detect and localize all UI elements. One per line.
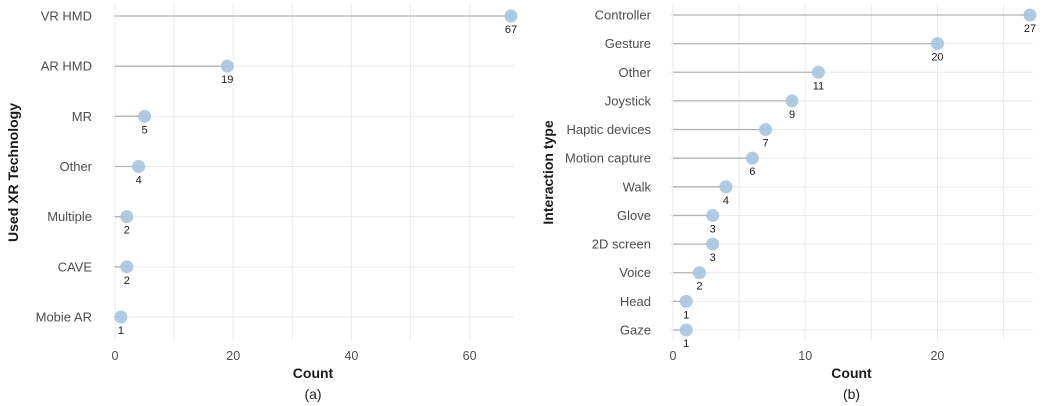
lollipop-point — [220, 59, 234, 73]
lollipop-point — [706, 208, 720, 222]
lollipop-point — [1023, 8, 1037, 22]
data-label: 1 — [683, 338, 689, 350]
data-label: 4 — [723, 195, 729, 207]
category-label: Controller — [595, 8, 652, 23]
lollipop-point — [719, 180, 733, 194]
y-axis-title: Interaction type — [540, 120, 556, 224]
category-label: Glove — [617, 208, 651, 223]
lollipop-point — [706, 237, 720, 251]
lollipop-point — [692, 266, 706, 280]
x-tick-label: 20 — [930, 349, 944, 363]
category-label: Motion capture — [565, 151, 651, 166]
data-label: 20 — [931, 52, 943, 64]
lollipop-point — [930, 37, 944, 51]
panel-label: (b) — [843, 386, 860, 402]
data-label: 7 — [762, 138, 768, 150]
category-label: Mobie AR — [36, 310, 92, 325]
panel-a-chart: 0 20 40 60 VR HMD 67 AR HMD 19 MR 5 Other 4 Multiple… — [5, 4, 518, 402]
data-label: 6 — [749, 166, 755, 178]
x-axis-title: Count — [831, 365, 872, 381]
x-tick-label: 20 — [226, 349, 240, 363]
data-label: 67 — [505, 24, 517, 36]
data-label: 3 — [710, 223, 716, 235]
category-label: Gaze — [620, 323, 651, 338]
lollipop-point — [504, 9, 518, 23]
lollipop-point — [138, 109, 152, 123]
panel-label: (a) — [304, 386, 321, 402]
x-tick-label: 0 — [670, 349, 677, 363]
data-label: 2 — [124, 225, 130, 237]
lollipop-point — [811, 65, 825, 79]
data-label: 5 — [141, 124, 147, 136]
lollipop-point — [759, 123, 773, 137]
category-label: Joystick — [605, 93, 652, 108]
data-label: 1 — [118, 325, 124, 337]
data-label: 2 — [124, 275, 130, 287]
x-tick-label: 10 — [798, 349, 812, 363]
category-label: Gesture — [605, 36, 651, 51]
category-label: AR HMD — [41, 59, 92, 74]
y-axis-title: Used XR Technology — [5, 103, 21, 242]
lollipop-point — [679, 294, 693, 308]
lollipop-point — [120, 260, 134, 274]
category-label: MR — [72, 109, 92, 124]
x-axis-title: Count — [293, 365, 334, 381]
lollipop-point — [679, 323, 693, 337]
category-label: Walk — [623, 179, 652, 194]
lollipop-point — [114, 310, 128, 324]
category-label: Multiple — [47, 209, 92, 224]
category-label: 2D screen — [592, 237, 651, 252]
data-label: 2 — [696, 281, 702, 293]
category-label: Voice — [619, 265, 651, 280]
category-label: VR HMD — [41, 9, 92, 24]
data-label: 19 — [221, 74, 233, 86]
category-label: Other — [59, 159, 92, 174]
category-label: Haptic devices — [566, 122, 651, 137]
data-label: 4 — [136, 175, 142, 187]
panel-b-chart: 0 10 20Controller27Gesture20Other11Joystic… — [540, 4, 1037, 402]
lollipop-point — [120, 210, 134, 224]
x-tick-label: 60 — [463, 349, 477, 363]
category-label: Head — [620, 294, 651, 309]
data-label: 27 — [1024, 23, 1036, 35]
lollipop-point — [745, 151, 759, 165]
x-tick-label: 0 — [112, 349, 119, 363]
category-label: CAVE — [58, 259, 93, 274]
data-label: 11 — [813, 80, 824, 92]
x-tick-label: 40 — [344, 349, 358, 363]
data-label: 9 — [789, 109, 795, 121]
lollipop-point — [132, 160, 146, 173]
data-label: 3 — [710, 252, 716, 264]
lollipop-point — [785, 94, 799, 108]
category-label: Other — [618, 65, 651, 80]
data-label: 1 — [683, 309, 689, 321]
